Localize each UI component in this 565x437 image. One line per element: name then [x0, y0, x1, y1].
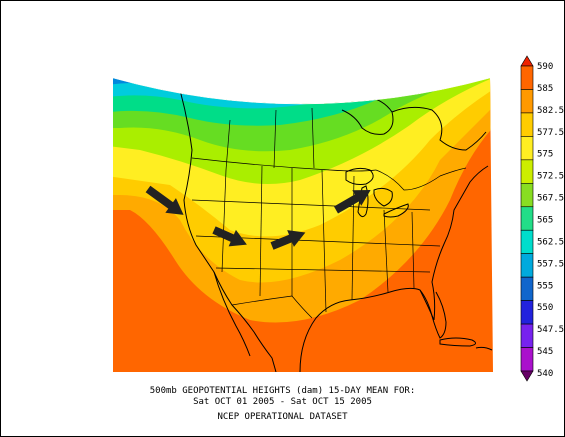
caption-line-1: 500mb GEOPOTENTIAL HEIGHTS (dam) 15-DAY … [149, 386, 416, 396]
province-line-1 [225, 119, 231, 171]
hispaniola [475, 346, 493, 351]
caption-line-3: NCEP OPERATIONAL DATASET [217, 412, 348, 422]
colorbar-label: 547.5 [537, 325, 564, 335]
great-lakes-arrow [334, 190, 371, 214]
band-540 [130, 40, 230, 67]
contour-fill [100, 40, 500, 372]
colorbar-swatch [520, 159, 534, 184]
gulf-coastline [299, 287, 435, 372]
colorbar-label: 565 [537, 216, 553, 226]
baja-coastline [213, 271, 251, 357]
pacific-coastline [179, 89, 277, 372]
atlantic-coastline [431, 165, 489, 321]
band-545 [100, 40, 480, 54]
colorbar-swatch [520, 253, 534, 278]
colorbar-swatch [520, 136, 534, 161]
flow-arrows [145, 185, 371, 250]
state-line-6 [383, 209, 389, 293]
florida-coastline [419, 289, 447, 339]
province-line-3 [311, 107, 315, 169]
colorbar-label: 572.5 [537, 172, 564, 182]
us-canada-border-east [375, 167, 467, 191]
colorbar-swatch [520, 112, 534, 137]
band-550 [100, 40, 500, 70]
state-line-2 [259, 165, 263, 297]
colorbar-top-triangle [520, 55, 534, 67]
colorbar-label: 555 [537, 281, 553, 291]
band-547 [100, 40, 500, 62]
caption-line-2: Sat OCT 01 2005 - Sat OCT 15 2005 [193, 397, 372, 407]
baffin-island [403, 78, 446, 91]
colorbar-swatch [520, 229, 534, 254]
state-line-h3 [215, 267, 431, 273]
colorbar-label: 582.5 [537, 106, 564, 116]
band-557 [113, 78, 493, 92]
colorbar-label: 575 [537, 150, 553, 160]
colorbar-label: 590 [537, 62, 553, 72]
colorbar-label: 550 [537, 303, 553, 313]
colorbar-swatch [520, 183, 534, 208]
great-basin-arrow [212, 226, 247, 247]
colorbar-swatch [520, 89, 534, 114]
colorbar-swatch [520, 65, 534, 90]
arctic-island-1 [259, 78, 284, 81]
state-line-1 [221, 169, 227, 273]
colorbar-swatch [520, 276, 534, 301]
colorbar-label: 585 [537, 84, 553, 94]
colorbar-swatch [520, 300, 534, 325]
colorbar-bottom-triangle [520, 370, 534, 382]
colorbar-label: 540 [537, 369, 553, 379]
domain-top-edge [112, 77, 491, 105]
colorbar-swatch [520, 347, 534, 372]
colorbar-swatch [520, 323, 534, 348]
colorbar-label: 545 [537, 347, 553, 357]
colorbar-swatch [520, 206, 534, 231]
cuba [439, 337, 476, 347]
colorbar-label: 562.5 [537, 237, 564, 247]
state-line-7 [411, 211, 415, 289]
lake-huron [373, 187, 393, 207]
labrador-coastline [391, 106, 487, 151]
colorbar-label: 567.5 [537, 194, 564, 204]
southern-plains-arrow [270, 230, 306, 250]
state-line-h1 [191, 199, 431, 211]
colorbar: 590 585 582.5 577.5 575 572.5 567.5 565 562.5 557… [520, 55, 564, 382]
lake-superior [345, 167, 374, 185]
us-canada-border [191, 157, 377, 172]
pacific-northwest-arrow [145, 185, 184, 215]
province-line-2 [273, 109, 277, 169]
band-555 [113, 78, 493, 80]
colorbar-label: 557.5 [537, 259, 564, 269]
colorbar-label: 577.5 [537, 128, 564, 138]
arctic-island-2 [295, 78, 325, 79]
